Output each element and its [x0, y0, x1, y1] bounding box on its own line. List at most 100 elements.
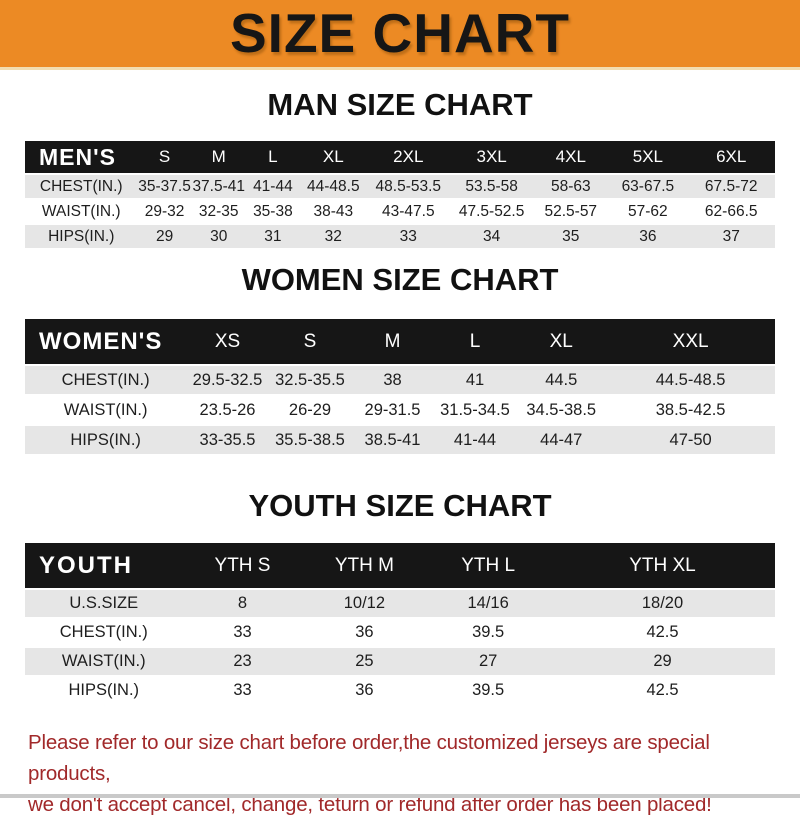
- size-value-cell: 34: [450, 223, 533, 248]
- page-title: SIZE CHART: [230, 6, 570, 61]
- size-value-cell: 27: [426, 646, 550, 675]
- size-value-cell: 31: [246, 223, 300, 248]
- size-value-cell: 23.5-26: [186, 394, 269, 424]
- size-value-cell: 58-63: [533, 173, 608, 198]
- table-title-cell: YOUTH: [25, 543, 183, 588]
- row-label: WAIST(IN.): [25, 198, 138, 223]
- size-value-cell: 38.5-41: [351, 424, 434, 454]
- footer-line-1: Please refer to our size chart before or…: [28, 728, 772, 790]
- column-header: XXL: [606, 319, 775, 364]
- size-value-cell: 29: [138, 223, 192, 248]
- size-value-cell: 35-37.5: [138, 173, 192, 198]
- section-heading-youth: YOUTH SIZE CHART: [0, 490, 800, 521]
- size-value-cell: 29-31.5: [351, 394, 434, 424]
- row-label: HIPS(IN.): [25, 424, 186, 454]
- banner: SIZE CHART: [0, 0, 800, 70]
- bottom-divider: [0, 794, 800, 798]
- column-header: XL: [300, 141, 367, 173]
- size-value-cell: 44.5-48.5: [606, 364, 775, 394]
- size-value-cell: 44.5: [516, 364, 606, 394]
- size-value-cell: 29: [550, 646, 775, 675]
- size-value-cell: 31.5-34.5: [434, 394, 517, 424]
- size-value-cell: 33: [367, 223, 450, 248]
- size-value-cell: 38-43: [300, 198, 367, 223]
- table-title-cell: MEN'S: [25, 141, 138, 173]
- column-header: S: [138, 141, 192, 173]
- column-header: YTH S: [183, 543, 303, 588]
- size-value-cell: 67.5-72: [687, 173, 775, 198]
- column-header: YTH XL: [550, 543, 775, 588]
- size-value-cell: 62-66.5: [687, 198, 775, 223]
- column-header: YTH M: [303, 543, 427, 588]
- size-value-cell: 53.5-58: [450, 173, 533, 198]
- row-label: CHEST(IN.): [25, 617, 183, 646]
- size-value-cell: 63-67.5: [608, 173, 687, 198]
- size-value-cell: 41-44: [246, 173, 300, 198]
- size-value-cell: 18/20: [550, 588, 775, 617]
- row-label: HIPS(IN.): [25, 675, 183, 704]
- size-value-cell: 37: [687, 223, 775, 248]
- size-value-cell: 32.5-35.5: [269, 364, 352, 394]
- size-value-cell: 38: [351, 364, 434, 394]
- size-value-cell: 36: [303, 617, 427, 646]
- size-value-cell: 41-44: [434, 424, 517, 454]
- size-value-cell: 29-32: [138, 198, 192, 223]
- size-value-cell: 52.5-57: [533, 198, 608, 223]
- size-value-cell: 33: [183, 675, 303, 704]
- size-value-cell: 38.5-42.5: [606, 394, 775, 424]
- column-header: XS: [186, 319, 269, 364]
- row-label: U.S.SIZE: [25, 588, 183, 617]
- size-value-cell: 44-47: [516, 424, 606, 454]
- column-header: 2XL: [367, 141, 450, 173]
- column-header: 6XL: [687, 141, 775, 173]
- column-header: 3XL: [450, 141, 533, 173]
- size-value-cell: 30: [192, 223, 246, 248]
- size-value-cell: 37.5-41: [192, 173, 246, 198]
- column-header: 4XL: [533, 141, 608, 173]
- column-header: M: [351, 319, 434, 364]
- column-header: S: [269, 319, 352, 364]
- column-header: XL: [516, 319, 606, 364]
- size-value-cell: 41: [434, 364, 517, 394]
- size-value-cell: 14/16: [426, 588, 550, 617]
- table-title-cell: WOMEN'S: [25, 319, 186, 364]
- column-header: YTH L: [426, 543, 550, 588]
- section-heading-man: MAN SIZE CHART: [0, 89, 800, 120]
- footer-note: Please refer to our size chart before or…: [0, 728, 800, 820]
- section-heading-women: WOMEN SIZE CHART: [0, 264, 800, 295]
- size-value-cell: 10/12: [303, 588, 427, 617]
- size-value-cell: 25: [303, 646, 427, 675]
- size-value-cell: 23: [183, 646, 303, 675]
- size-value-cell: 35.5-38.5: [269, 424, 352, 454]
- column-header: M: [192, 141, 246, 173]
- row-label: CHEST(IN.): [25, 364, 186, 394]
- size-value-cell: 8: [183, 588, 303, 617]
- row-label: CHEST(IN.): [25, 173, 138, 198]
- size-value-cell: 43-47.5: [367, 198, 450, 223]
- size-value-cell: 33: [183, 617, 303, 646]
- size-value-cell: 47.5-52.5: [450, 198, 533, 223]
- size-value-cell: 39.5: [426, 617, 550, 646]
- size-value-cell: 42.5: [550, 617, 775, 646]
- size-value-cell: 35-38: [246, 198, 300, 223]
- size-value-cell: 47-50: [606, 424, 775, 454]
- column-header: 5XL: [608, 141, 687, 173]
